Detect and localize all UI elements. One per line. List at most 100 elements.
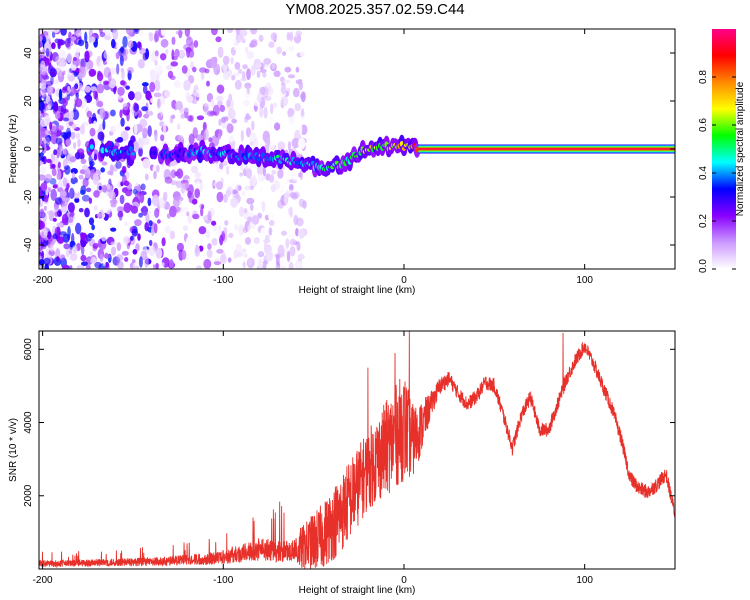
colorbar-tick-label: 0.6 (698, 118, 709, 132)
spectrogram-track-blob (414, 146, 420, 153)
spectrogram-noise-dot (39, 49, 43, 60)
spectrogram-noise-dot (216, 248, 224, 254)
spectrogram-noise-dot (127, 35, 132, 40)
spectrogram-noise-dot (218, 129, 223, 137)
spectrogram-noise-dot (74, 152, 81, 160)
spectrogram-noise-dot (268, 220, 275, 226)
spectrogram-noise-dot (85, 264, 91, 269)
spectrogram-noise-dot (39, 174, 46, 181)
spectrogram-noise-dot (80, 158, 87, 164)
spectrogram-noise-dot (141, 82, 149, 87)
spectrogram-noise-dot (62, 177, 68, 187)
spectrogram-noise-dot (70, 86, 76, 95)
spectrogram-noise-dot (112, 29, 119, 40)
spectrogram-noise-dot (231, 118, 238, 124)
spectrogram-noise-dot (286, 87, 291, 93)
spectrogram-noise-dot (250, 40, 258, 48)
spectrogram-noise-dot (288, 261, 294, 269)
spectrogram-track-blob (130, 152, 136, 156)
spectrogram-noise-dot (102, 110, 110, 120)
spectrogram-noise-dot (39, 41, 42, 49)
spectrogram-noise-dot (213, 181, 217, 187)
spectrogram-noise-dot (295, 228, 299, 237)
spectrogram-noise-dot (56, 256, 60, 263)
spectrogram-noise-dot (282, 79, 291, 84)
spectrogram-noise-dot (243, 99, 251, 107)
spectrogram-noise-dot (84, 31, 88, 44)
spectrogram-noise-dot (88, 117, 93, 125)
spectrogram-noise-dot (79, 66, 87, 78)
spectrogram-noise-dot (153, 92, 162, 98)
snr-x-tick-label: -200 (33, 575, 53, 586)
spectrogram-noise-dot (138, 256, 143, 268)
spectrogram-noise-dot (219, 162, 224, 170)
spectrogram-noise-dot (200, 206, 204, 217)
spectrogram-noise-dot (205, 229, 210, 239)
spectrogram-noise-dot (55, 248, 61, 260)
spectrogram-noise-dot (142, 137, 150, 146)
spectrogram-noise-dot (43, 257, 51, 265)
spectrogram-noise-dot (160, 38, 169, 48)
snr-series-line (39, 331, 675, 569)
spectrogram-noise-dot (84, 207, 90, 218)
spectrogram-noise-dot (279, 256, 287, 268)
spectrogram-noise-dot (241, 190, 246, 197)
colorbar-scale (712, 29, 736, 269)
spectrogram-noise-dot (232, 32, 237, 44)
spectrogram-noise-dot (86, 110, 93, 118)
spectrogram-noise-dot (233, 224, 239, 231)
spectrogram-noise-dot (116, 242, 122, 252)
spectrogram-noise-dot (291, 192, 298, 200)
spectrogram-carrier-band (418, 148, 675, 150)
spectrogram-noise-dot (152, 194, 160, 207)
spectrogram-noise-dot (101, 235, 107, 242)
spectrogram-noise-dot (65, 247, 70, 258)
spectrogram-noise-dot (110, 227, 117, 232)
spectrogram-noise-dot (265, 250, 274, 262)
spectrogram-noise-dot (96, 213, 103, 218)
colorbar-tick-label: 0.0 (698, 259, 709, 273)
spectrogram-noise-dot (101, 161, 108, 166)
spectrogram-noise-dot (44, 129, 51, 136)
spectrogram-noise-dot (109, 67, 117, 75)
spectrogram-noise-dot (260, 227, 268, 238)
spectrogram-noise-dot (125, 189, 132, 197)
spectrogram-noise-dot (218, 118, 222, 126)
spectrogram-noise-dot (142, 85, 148, 94)
spectrogram-noise-dot (139, 192, 145, 204)
colorbar-tick-label: 0.2 (698, 214, 709, 228)
spectrogram-noise-dot (196, 265, 202, 269)
spectrogram-noise-dot (265, 136, 271, 148)
spectrogram-noise-dot (175, 180, 182, 189)
spectrogram-noise-dot (114, 138, 122, 143)
spectrogram-noise-dot (52, 217, 57, 222)
spectrogram-noise-dot (88, 217, 95, 226)
spectrogram-noise-dot (59, 146, 64, 151)
spectrogram-noise-dot (160, 53, 167, 61)
spectrogram-noise-dot (230, 197, 239, 208)
spectrogram-noise-dot (41, 89, 46, 97)
spectrogram-noise-dot (134, 219, 142, 227)
spectrogram-noise-dot (289, 31, 294, 42)
spectrogram-noise-dot (183, 107, 190, 113)
spectrogram-noise-dot (201, 204, 205, 209)
spectrogram-noise-dot (242, 64, 248, 70)
spectrogram-noise-dot (257, 173, 263, 182)
spectrogram-noise-dot (271, 62, 276, 70)
spectrogram-noise-dot (93, 190, 100, 198)
spectrogram-noise-dot (277, 168, 284, 179)
colorbar-tick-label: 0.4 (698, 166, 709, 180)
spectrogram-noise-dot (141, 106, 148, 112)
spectrogram-track-blob (100, 147, 105, 154)
spectrogram-noise-dot (46, 158, 52, 163)
spectrogram-noise-dot (64, 38, 71, 48)
spectrogram-noise-dot (246, 68, 251, 81)
spectrogram-noise-dot (140, 183, 146, 191)
spectrogram-noise-dot (132, 249, 138, 255)
spectrogram-noise-dot (55, 56, 61, 65)
spectrogram-noise-dot (294, 129, 302, 141)
spectrogram-noise-dot (207, 211, 212, 221)
spectrogram-noise-dot (273, 70, 281, 78)
spectrogram-noise-dot (247, 216, 253, 223)
spectrogram-noise-dot (259, 187, 264, 193)
